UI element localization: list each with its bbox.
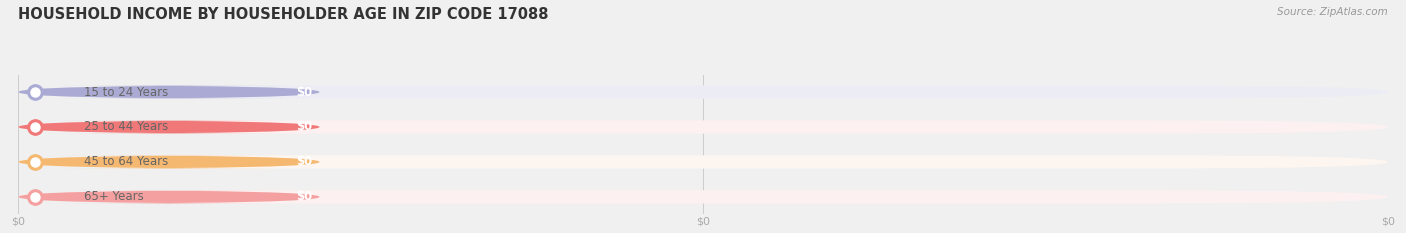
Text: $0: $0 [297, 120, 312, 134]
Text: 45 to 64 Years: 45 to 64 Years [84, 155, 169, 168]
FancyBboxPatch shape [18, 155, 319, 169]
Text: 65+ Years: 65+ Years [84, 190, 143, 203]
FancyBboxPatch shape [18, 120, 319, 134]
Text: 15 to 24 Years: 15 to 24 Years [84, 86, 169, 99]
Text: $0: $0 [1381, 217, 1395, 227]
Text: Source: ZipAtlas.com: Source: ZipAtlas.com [1277, 7, 1388, 17]
FancyBboxPatch shape [18, 120, 1388, 134]
FancyBboxPatch shape [18, 85, 1388, 99]
Text: HOUSEHOLD INCOME BY HOUSEHOLDER AGE IN ZIP CODE 17088: HOUSEHOLD INCOME BY HOUSEHOLDER AGE IN Z… [18, 7, 548, 22]
Text: $0: $0 [297, 155, 312, 168]
Text: $0: $0 [297, 190, 312, 203]
FancyBboxPatch shape [18, 85, 319, 99]
FancyBboxPatch shape [18, 155, 1388, 169]
FancyBboxPatch shape [18, 190, 1388, 204]
FancyBboxPatch shape [18, 190, 319, 204]
Text: 25 to 44 Years: 25 to 44 Years [84, 120, 169, 134]
Text: $0: $0 [11, 217, 25, 227]
Text: $0: $0 [297, 86, 312, 99]
Text: $0: $0 [696, 217, 710, 227]
